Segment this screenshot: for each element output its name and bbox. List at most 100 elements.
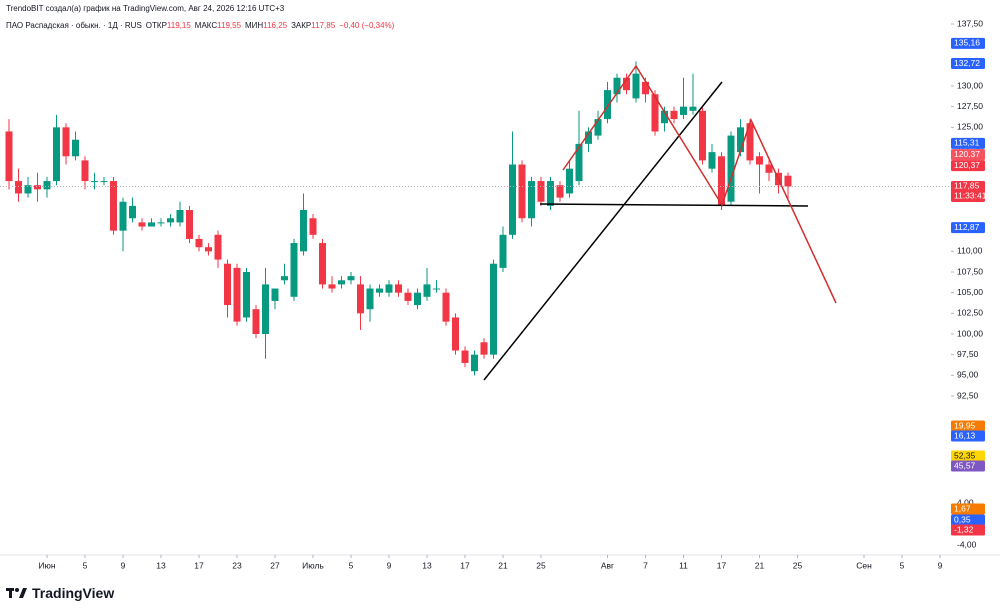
candle-body — [699, 110, 706, 161]
indicator-badge-bg — [951, 514, 985, 526]
candle-body — [328, 284, 336, 289]
ohlc-label: МАКС — [194, 21, 218, 30]
x-tick-label: 17 — [717, 560, 727, 570]
candle-body — [24, 185, 32, 194]
indicator-badge-label: 1,67 — [954, 503, 971, 513]
symbol: ПАО Распадская · обыкн. · 1Д · RUS — [6, 21, 142, 30]
candle-body — [281, 276, 288, 281]
candle-body — [214, 234, 222, 260]
change: −0,40 (−0,34%) — [339, 21, 395, 30]
indicator-badge-bg — [951, 450, 985, 462]
candle-body — [233, 267, 241, 322]
candle-body — [651, 94, 659, 132]
candle-body — [680, 106, 687, 115]
candle-body — [433, 288, 440, 290]
candle-body — [376, 288, 383, 293]
ohlc-value: 117,85 — [311, 21, 336, 30]
indicator-badge: -1,32 — [951, 524, 985, 536]
x-tick-label: 17 — [194, 560, 204, 570]
indicator-badge: 52,35 — [951, 450, 985, 462]
candle-body — [452, 317, 459, 351]
x-tick-label: 17 — [460, 560, 470, 570]
indicator-badge-bg — [951, 460, 985, 472]
indicator-badge: 19,95 — [951, 420, 985, 432]
x-tick-label: 9 — [387, 560, 392, 570]
x-tick-label: Июль — [302, 560, 324, 570]
x-tick-label: 21 — [755, 560, 765, 570]
candle-body — [556, 185, 564, 198]
indicator-badge-label: 19,95 — [954, 420, 976, 430]
candle-body — [509, 164, 516, 235]
ohlc-label: ОТКР — [145, 21, 167, 30]
candle-body — [205, 247, 212, 252]
drawings — [483, 64, 837, 381]
candle-body — [72, 139, 79, 157]
price-badge: 112,87 — [951, 222, 985, 234]
trend-line — [483, 81, 723, 381]
y-tick-label: 130,00 — [957, 80, 983, 90]
candle-body — [756, 156, 763, 165]
price-badge-label: 120,37 — [954, 160, 980, 170]
price-badge: 115,31 — [951, 138, 985, 149]
candle-body — [613, 77, 621, 95]
candle-body — [100, 181, 108, 183]
candle-body — [81, 160, 89, 182]
x-tick-label: 25 — [536, 560, 546, 570]
price-badge-bg — [951, 149, 985, 161]
candle-body — [176, 210, 184, 223]
candle-body — [262, 284, 269, 334]
candle-body — [252, 309, 260, 334]
candle-body — [395, 284, 402, 293]
y-tick-label: 95,00 — [957, 370, 979, 380]
candle-body — [404, 292, 412, 301]
x-tick-label: 21 — [498, 560, 508, 570]
candle-body — [547, 181, 554, 206]
logo: TradingView — [6, 585, 114, 601]
price-badge-bg — [951, 222, 985, 234]
x-tick-label: 11 — [679, 560, 688, 570]
candle-body — [62, 127, 70, 157]
indicator-badge: 16,13 — [951, 430, 985, 442]
candle-body — [5, 131, 13, 182]
x-tick-label: 23 — [232, 560, 242, 570]
candle-body — [423, 284, 431, 297]
candle-body — [661, 110, 668, 124]
candle-body — [499, 234, 507, 268]
candle-body — [623, 77, 630, 91]
candle-body — [385, 284, 393, 293]
candle-body — [91, 181, 98, 183]
x-tick-label: 5 — [900, 560, 905, 570]
logo-text: TradingView — [32, 585, 115, 601]
candle-body — [642, 81, 649, 95]
candle-body — [300, 210, 307, 252]
last-price-badge-bg — [951, 180, 985, 202]
candle-body — [195, 238, 203, 248]
candle-body — [309, 218, 317, 235]
candle-body — [43, 181, 51, 190]
candle-body — [129, 205, 136, 219]
candle-body — [518, 164, 526, 219]
candle-body — [319, 243, 326, 285]
price-badge-bg — [951, 37, 985, 49]
indicator-badge-label: 16,13 — [954, 430, 976, 440]
x-tick-label: 7 — [643, 560, 648, 570]
candle-body — [604, 90, 611, 120]
candle-body — [689, 106, 697, 111]
candle-body — [224, 263, 231, 306]
pane-tick-label: 4,00 — [957, 497, 974, 507]
x-tick-label: Авг — [601, 560, 614, 570]
candle-body — [471, 354, 478, 372]
candle-body — [53, 127, 60, 182]
candle-body — [157, 222, 165, 224]
indicator-badge: 45,57 — [951, 460, 985, 472]
candle-body — [290, 243, 298, 297]
indicator-badge-label: 0,35 — [954, 514, 971, 524]
x-tick-label: 5 — [83, 560, 88, 570]
candle-body — [528, 181, 535, 219]
price-badge-bg — [951, 137, 985, 149]
candle-body — [585, 131, 592, 144]
candle-body — [537, 181, 545, 202]
